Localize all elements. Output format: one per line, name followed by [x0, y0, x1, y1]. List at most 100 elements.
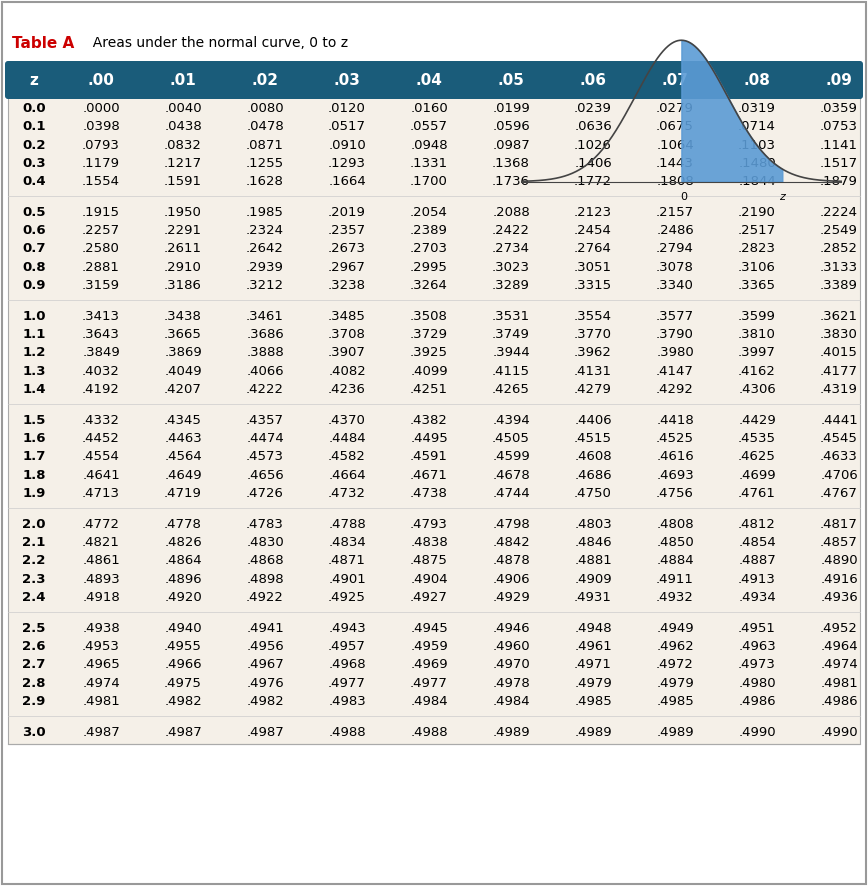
Text: .4979: .4979	[656, 677, 694, 690]
Text: .4916: .4916	[820, 573, 858, 586]
Text: .4974: .4974	[82, 677, 120, 690]
Text: 1.2: 1.2	[23, 346, 46, 360]
Text: .4984: .4984	[411, 696, 448, 708]
Text: .3599: .3599	[738, 310, 776, 323]
Text: .4967: .4967	[247, 658, 284, 672]
Text: .3485: .3485	[328, 310, 366, 323]
Text: .4951: .4951	[738, 622, 776, 634]
Text: .2580: .2580	[82, 243, 120, 255]
Text: .4989: .4989	[492, 726, 529, 739]
Text: .1879: .1879	[820, 175, 858, 189]
Text: .3461: .3461	[246, 310, 284, 323]
Text: .4429: .4429	[738, 414, 776, 427]
Text: .4441: .4441	[820, 414, 858, 427]
Text: .1517: .1517	[820, 157, 858, 170]
Text: .3159: .3159	[82, 279, 120, 292]
Text: .4834: .4834	[328, 536, 366, 549]
Text: .4319: .4319	[820, 384, 858, 396]
Text: .4974: .4974	[820, 658, 858, 672]
Text: .4049: .4049	[164, 365, 202, 378]
Text: .2257: .2257	[82, 224, 120, 237]
Text: .4686: .4686	[575, 469, 612, 482]
Text: 2.1: 2.1	[23, 536, 46, 549]
Text: 0.9: 0.9	[23, 279, 46, 292]
Text: .4971: .4971	[574, 658, 612, 672]
Text: .4345: .4345	[164, 414, 202, 427]
Text: .2549: .2549	[820, 224, 858, 237]
Text: .02: .02	[252, 73, 279, 88]
Text: .4236: .4236	[328, 384, 366, 396]
Text: .4279: .4279	[574, 384, 612, 396]
Text: .4871: .4871	[328, 555, 366, 568]
Text: 0.0: 0.0	[23, 102, 46, 114]
Text: .4177: .4177	[820, 365, 858, 378]
Text: .2823: .2823	[738, 243, 776, 255]
Text: .3869: .3869	[164, 346, 202, 360]
Text: Table A: Table A	[12, 35, 75, 51]
Text: .4989: .4989	[575, 726, 612, 739]
Text: .0040: .0040	[164, 102, 202, 114]
Text: .2517: .2517	[738, 224, 776, 237]
Text: .4535: .4535	[738, 432, 776, 445]
Text: .3531: .3531	[492, 310, 530, 323]
Text: .4979: .4979	[574, 677, 612, 690]
Text: .1293: .1293	[328, 157, 366, 170]
Text: .4452: .4452	[82, 432, 120, 445]
Text: .4850: .4850	[656, 536, 694, 549]
Text: .4987: .4987	[82, 726, 120, 739]
Text: .4961: .4961	[574, 640, 612, 653]
Text: .2967: .2967	[328, 260, 366, 274]
Text: .4726: .4726	[246, 487, 284, 501]
Text: .4474: .4474	[247, 432, 284, 445]
Text: .3389: .3389	[820, 279, 858, 292]
Text: 2.2: 2.2	[23, 555, 46, 568]
Text: .3997: .3997	[738, 346, 776, 360]
Text: .4887: .4887	[738, 555, 776, 568]
Text: .0636: .0636	[574, 120, 612, 133]
Text: .4798: .4798	[492, 517, 529, 531]
Text: .3907: .3907	[328, 346, 366, 360]
Text: .0675: .0675	[656, 120, 694, 133]
Text: .2088: .2088	[492, 206, 529, 219]
Text: .4943: .4943	[328, 622, 366, 634]
Text: .03: .03	[333, 73, 360, 88]
Text: z: z	[779, 191, 786, 201]
Text: .4985: .4985	[574, 696, 612, 708]
Text: .05: .05	[497, 73, 524, 88]
Text: .4370: .4370	[328, 414, 366, 427]
Text: .3238: .3238	[328, 279, 366, 292]
Text: .4990: .4990	[820, 726, 858, 739]
Text: .4803: .4803	[574, 517, 612, 531]
Text: .2454: .2454	[574, 224, 612, 237]
Text: .4927: .4927	[410, 591, 448, 604]
Text: 2.3: 2.3	[23, 573, 46, 586]
Text: .4854: .4854	[738, 536, 776, 549]
Text: .4484: .4484	[328, 432, 365, 445]
Text: .3340: .3340	[656, 279, 694, 292]
Text: .0948: .0948	[411, 138, 448, 152]
Text: .0910: .0910	[328, 138, 366, 152]
Text: .4678: .4678	[492, 469, 529, 482]
Text: .4525: .4525	[656, 432, 694, 445]
Text: .4162: .4162	[738, 365, 776, 378]
Text: .4207: .4207	[164, 384, 202, 396]
Text: .3770: .3770	[574, 328, 612, 341]
Text: .4976: .4976	[247, 677, 284, 690]
Text: .4929: .4929	[492, 591, 529, 604]
Text: .4909: .4909	[575, 573, 612, 586]
Text: .4649: .4649	[164, 469, 202, 482]
Text: .0557: .0557	[410, 120, 448, 133]
Text: .2324: .2324	[246, 224, 284, 237]
Text: .4960: .4960	[492, 640, 529, 653]
Text: .4306: .4306	[738, 384, 776, 396]
Text: .01: .01	[169, 73, 196, 88]
Text: .2422: .2422	[492, 224, 530, 237]
Text: 1.5: 1.5	[23, 414, 46, 427]
Text: .4699: .4699	[738, 469, 776, 482]
Text: .1141: .1141	[820, 138, 858, 152]
Text: .4920: .4920	[164, 591, 202, 604]
Text: .3621: .3621	[820, 310, 858, 323]
Text: 1.4: 1.4	[23, 384, 46, 396]
Text: .4881: .4881	[574, 555, 612, 568]
Text: .4394: .4394	[492, 414, 529, 427]
